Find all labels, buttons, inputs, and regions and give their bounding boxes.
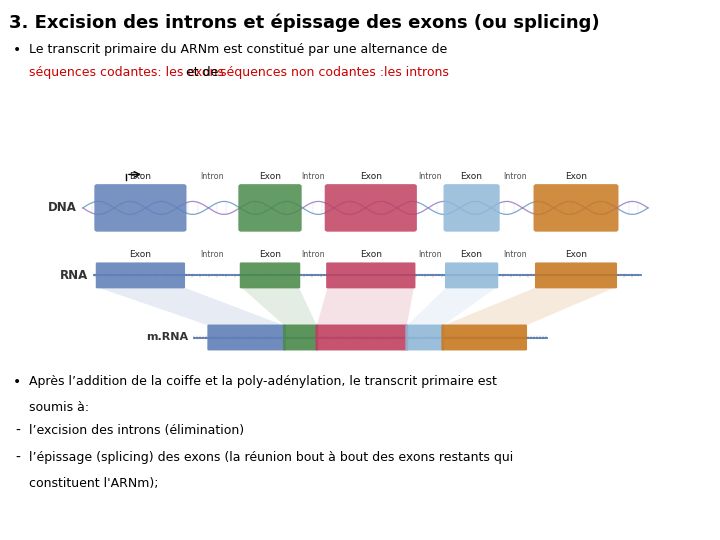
Text: Intron: Intron — [201, 250, 224, 259]
Text: Exon: Exon — [461, 250, 482, 259]
Text: Intron: Intron — [302, 172, 325, 181]
Text: DNA: DNA — [48, 201, 77, 214]
Text: et de: et de — [182, 66, 223, 79]
Text: Le transcrit primaire du ARNm est constitué par une alternance de: Le transcrit primaire du ARNm est consti… — [29, 43, 447, 56]
FancyBboxPatch shape — [238, 184, 302, 232]
Polygon shape — [97, 287, 284, 326]
Polygon shape — [317, 287, 414, 326]
Polygon shape — [241, 287, 317, 326]
Text: -: - — [16, 424, 21, 438]
Text: Exon: Exon — [130, 172, 151, 181]
Text: Intron: Intron — [302, 250, 325, 259]
Text: Intron: Intron — [419, 172, 442, 181]
FancyBboxPatch shape — [240, 262, 300, 288]
FancyBboxPatch shape — [441, 325, 527, 350]
Text: 3. Excision des introns et épissage des exons (ou splicing): 3. Excision des introns et épissage des … — [9, 14, 599, 32]
FancyBboxPatch shape — [535, 262, 617, 288]
Text: Intron: Intron — [503, 172, 526, 181]
Text: Exon: Exon — [130, 250, 151, 259]
FancyBboxPatch shape — [326, 262, 415, 288]
Text: Exon: Exon — [565, 250, 587, 259]
Text: Exon: Exon — [565, 172, 587, 181]
Polygon shape — [443, 287, 616, 326]
Text: •: • — [13, 43, 21, 57]
Text: Intron: Intron — [419, 250, 442, 259]
FancyBboxPatch shape — [283, 325, 318, 350]
FancyBboxPatch shape — [405, 325, 444, 350]
Text: soumis à:: soumis à: — [29, 401, 89, 414]
Text: Exon: Exon — [259, 250, 281, 259]
FancyBboxPatch shape — [315, 325, 408, 350]
Text: •: • — [13, 375, 21, 389]
Text: RNA: RNA — [60, 269, 88, 282]
Text: -: - — [16, 451, 21, 465]
Text: séquences codantes: les exons: séquences codantes: les exons — [29, 66, 224, 79]
Text: Exon: Exon — [360, 172, 382, 181]
Text: m.RNA: m.RNA — [146, 333, 189, 342]
Text: l’épissage (splicing) des exons (la réunion bout à bout des exons restants qui: l’épissage (splicing) des exons (la réun… — [29, 451, 513, 464]
Text: Exon: Exon — [259, 172, 281, 181]
Text: l’excision des introns (élimination): l’excision des introns (élimination) — [29, 424, 244, 437]
FancyBboxPatch shape — [445, 262, 498, 288]
FancyBboxPatch shape — [534, 184, 618, 232]
FancyBboxPatch shape — [94, 184, 186, 232]
FancyBboxPatch shape — [207, 325, 286, 350]
Text: Exon: Exon — [360, 250, 382, 259]
FancyBboxPatch shape — [444, 184, 500, 232]
Polygon shape — [407, 287, 497, 326]
Text: Intron: Intron — [201, 172, 224, 181]
Text: constituent l'ARNm);: constituent l'ARNm); — [29, 477, 158, 490]
Text: Exon: Exon — [461, 172, 482, 181]
FancyBboxPatch shape — [325, 184, 417, 232]
Text: Intron: Intron — [503, 250, 526, 259]
Text: Après l’addition de la coiffe et la poly-adénylation, le transcrit primaire est: Après l’addition de la coiffe et la poly… — [29, 375, 497, 388]
FancyBboxPatch shape — [96, 262, 185, 288]
Text: séquences non codantes :les introns: séquences non codantes :les introns — [220, 66, 449, 79]
